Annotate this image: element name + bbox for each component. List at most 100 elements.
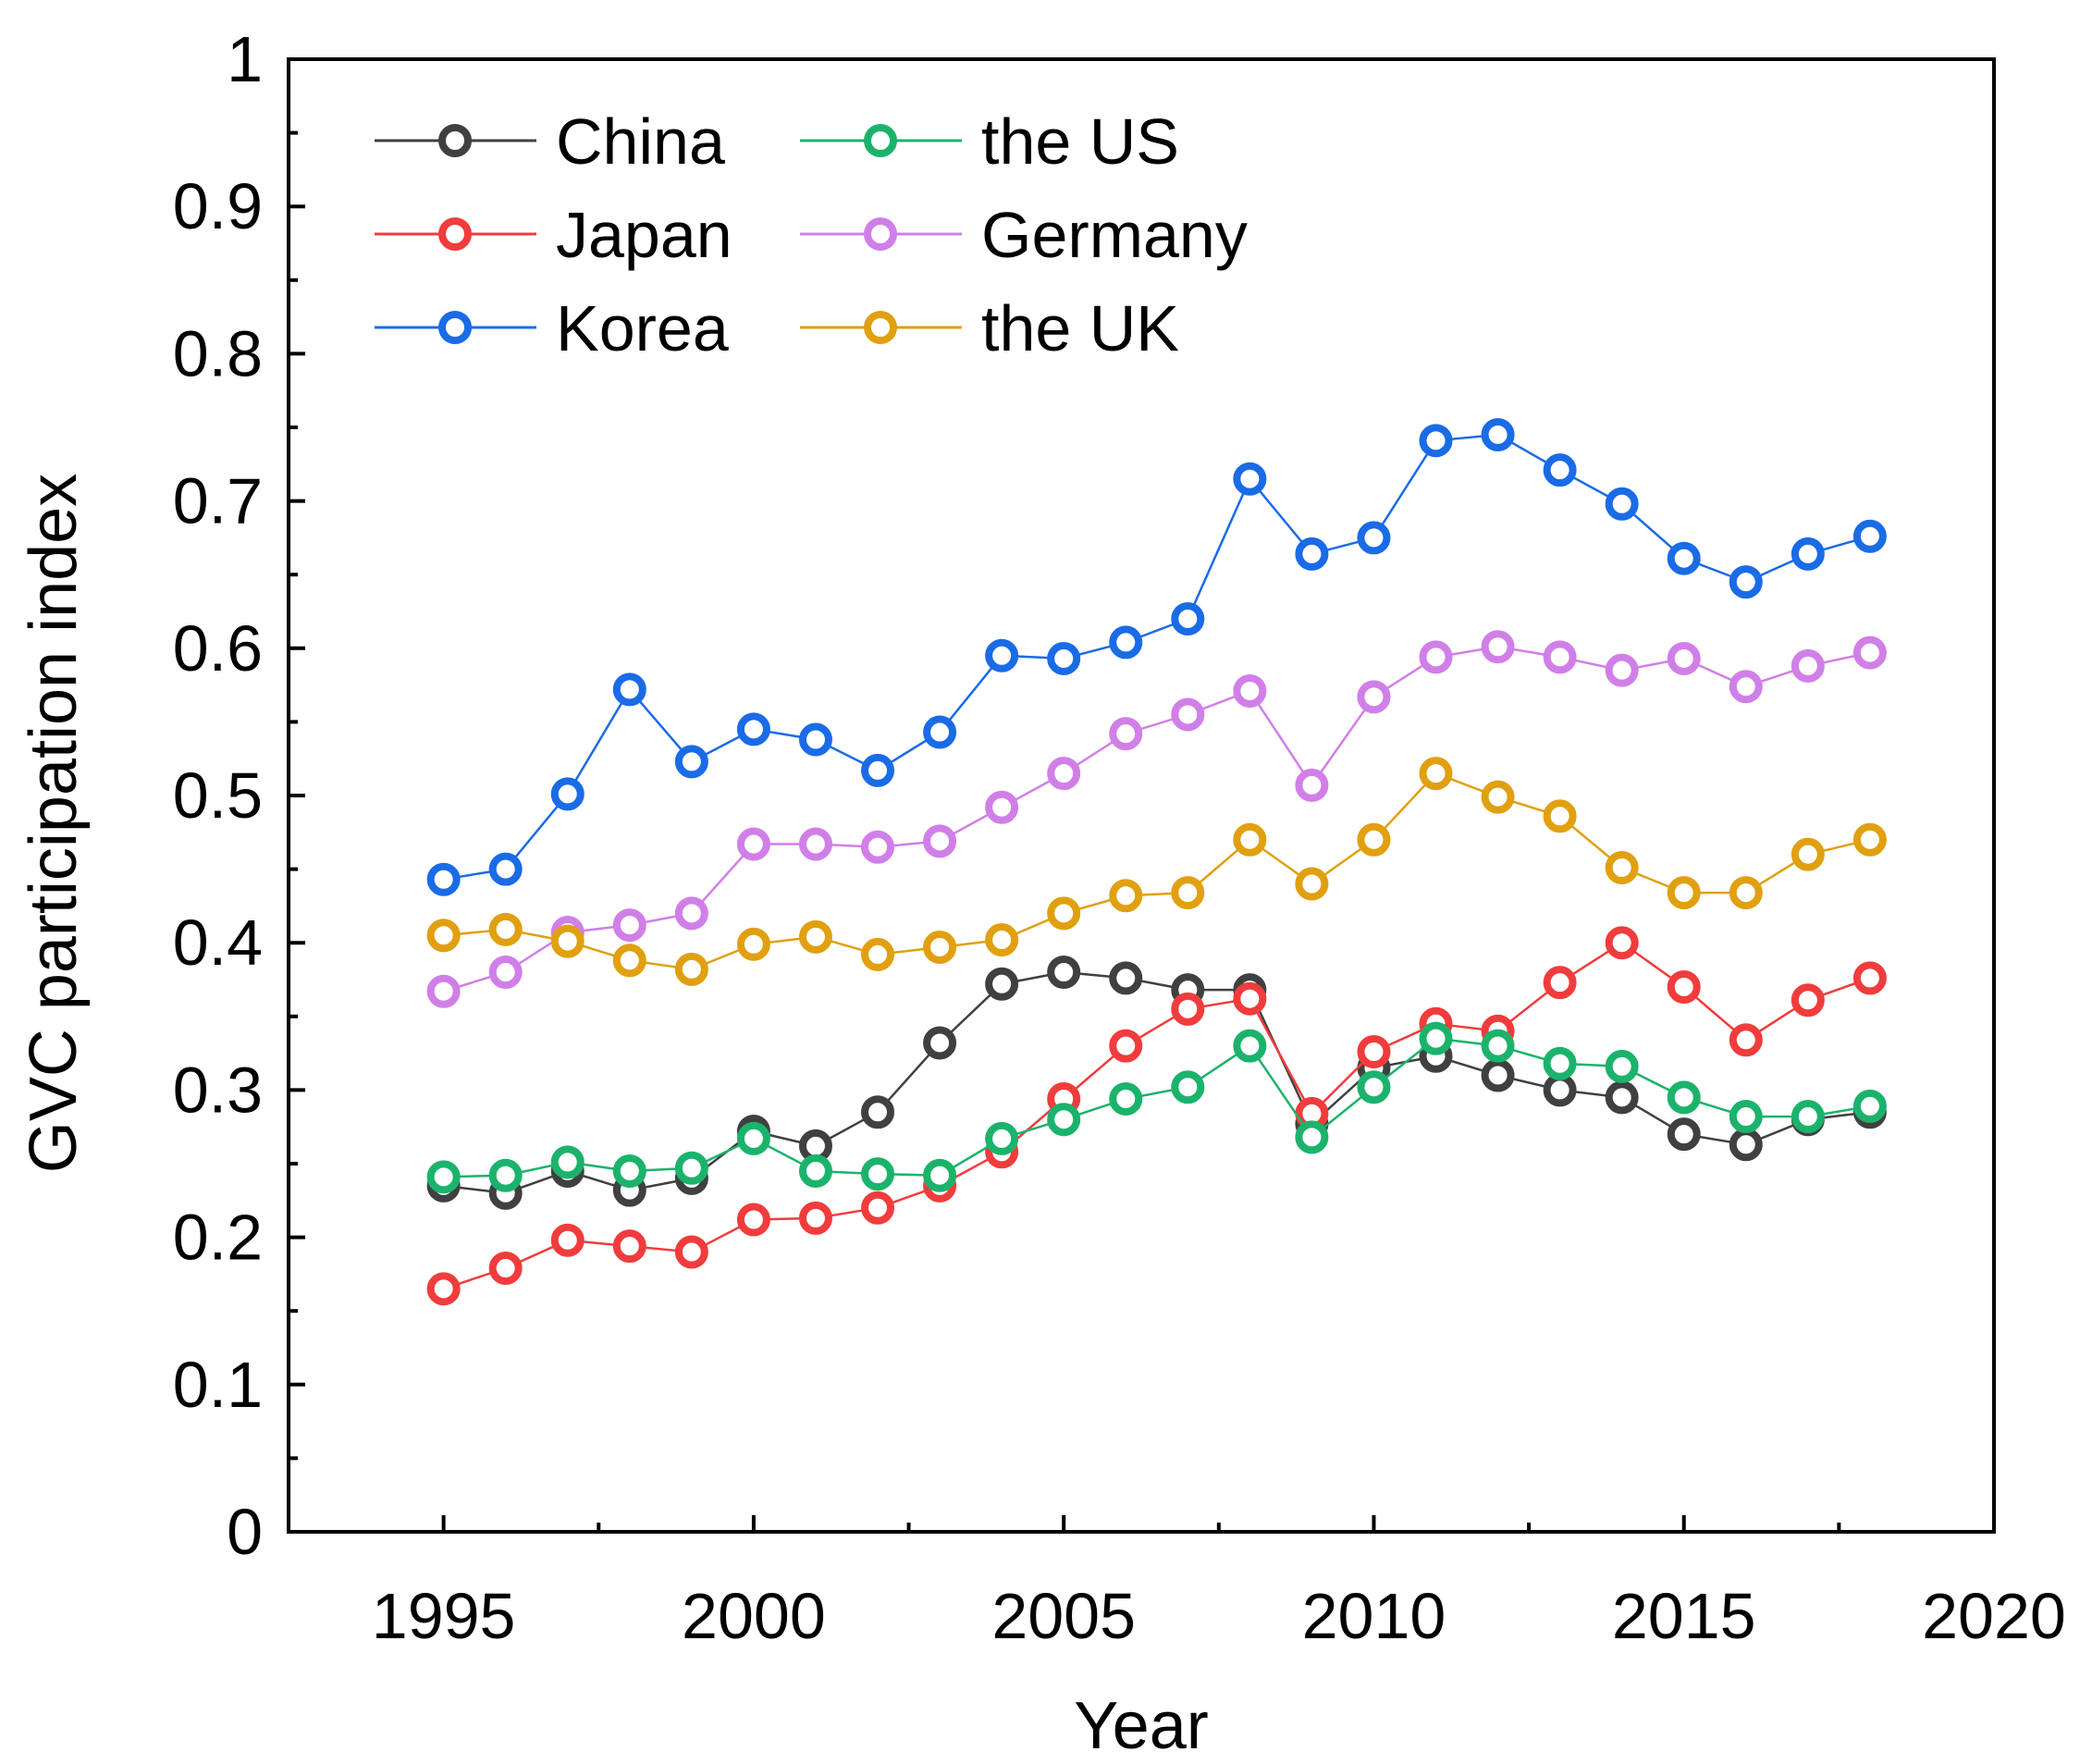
data-point — [1605, 487, 1639, 521]
data-point — [861, 937, 895, 971]
data-point — [1667, 1080, 1701, 1115]
data-point — [1171, 1070, 1205, 1104]
data-point — [923, 824, 957, 858]
y-tick-label: 0.6 — [173, 612, 263, 685]
data-point — [861, 1190, 895, 1225]
y-tick-label: 0.2 — [173, 1202, 263, 1274]
data-point — [612, 908, 646, 943]
data-point — [1109, 961, 1143, 995]
legend-label: the UK — [981, 292, 1179, 364]
data-point — [861, 753, 895, 787]
data-point — [1357, 680, 1391, 714]
data-point — [923, 715, 957, 749]
data-point — [736, 927, 770, 961]
data-point — [985, 638, 1019, 672]
data-point — [1481, 1058, 1515, 1092]
data-point — [736, 1203, 770, 1237]
data-point — [1233, 981, 1267, 1016]
data-point — [1481, 780, 1515, 814]
data-point — [674, 745, 708, 779]
data-point — [1605, 653, 1639, 687]
data-point — [923, 1026, 957, 1060]
data-point — [1543, 1046, 1577, 1080]
data-point — [1729, 565, 1763, 599]
data-point — [426, 862, 461, 896]
data-point — [1047, 641, 1081, 675]
data-point — [1481, 630, 1515, 664]
data-point — [1233, 462, 1267, 496]
legend: China Japan Korea the US Germany the UK — [375, 105, 1248, 364]
data-point — [426, 974, 461, 1008]
data-point — [1543, 1073, 1577, 1107]
legend-item: Korea — [375, 292, 729, 364]
data-point — [1791, 648, 1825, 683]
y-tick-label: 0.3 — [173, 1054, 263, 1126]
data-point — [1233, 1029, 1267, 1063]
data-point — [1791, 983, 1825, 1018]
data-point — [1047, 956, 1081, 990]
y-tick-label: 0.5 — [173, 759, 263, 832]
data-point — [798, 1201, 832, 1235]
data-point — [1357, 1035, 1391, 1069]
data-point — [798, 722, 832, 757]
data-point — [1667, 541, 1701, 575]
legend-label: the US — [981, 105, 1179, 178]
data-point — [1791, 537, 1825, 571]
data-point — [985, 967, 1019, 1001]
data-point — [1543, 640, 1577, 674]
data-point — [1852, 519, 1887, 553]
data-point — [861, 1157, 895, 1191]
data-point — [1047, 896, 1081, 931]
data-point — [1233, 822, 1267, 857]
x-tick-label: 2005 — [991, 1580, 1136, 1652]
data-point — [1791, 1100, 1825, 1134]
y-tick-label: 0.4 — [173, 907, 263, 979]
data-point — [1791, 837, 1825, 871]
data-point — [1605, 851, 1639, 885]
data-point — [985, 923, 1019, 957]
data-point — [1233, 673, 1267, 708]
legend-item: the US — [800, 105, 1179, 178]
legend-label: Korea — [556, 292, 729, 364]
data-point — [550, 1145, 585, 1179]
y-axis-title: GVC participation index — [17, 474, 91, 1173]
ticks-layer: 0 0.1 0.2 0.3 0.4 0.5 0.6 0.7 0.8 0.9 1 1995 2000 200… — [173, 23, 2066, 1652]
data-point — [1481, 417, 1515, 451]
data-point — [1109, 1029, 1143, 1063]
data-point — [923, 930, 957, 964]
data-point — [798, 827, 832, 861]
data-point — [674, 1151, 708, 1185]
data-point — [1109, 625, 1143, 660]
data-point — [1295, 867, 1329, 901]
data-point — [1419, 640, 1453, 674]
legend-item: China — [375, 105, 725, 178]
data-point — [1357, 1070, 1391, 1104]
data-point — [1543, 453, 1577, 487]
data-point — [1109, 717, 1143, 751]
x-axis-title: Year — [1074, 1689, 1208, 1763]
data-point — [1729, 670, 1763, 704]
legend-marker — [864, 124, 897, 157]
series-layer — [426, 417, 1887, 1306]
data-point — [1729, 876, 1763, 910]
data-point — [550, 777, 585, 811]
legend-item: Germany — [800, 199, 1248, 271]
y-tick-label: 0.8 — [173, 317, 263, 389]
data-point — [1357, 822, 1391, 857]
data-point — [674, 952, 708, 986]
data-point — [1047, 757, 1081, 791]
series-korea — [426, 417, 1887, 896]
data-point — [1543, 799, 1577, 833]
data-point — [1419, 1021, 1453, 1055]
data-point — [1729, 1128, 1763, 1162]
legend-item: Japan — [375, 199, 732, 271]
data-point — [1543, 966, 1577, 1000]
legend-marker — [864, 311, 897, 344]
data-point — [488, 912, 523, 946]
data-point — [1667, 641, 1701, 675]
data-point — [674, 896, 708, 931]
data-point — [985, 1121, 1019, 1155]
series-germany — [426, 630, 1887, 1008]
data-point — [1047, 1103, 1081, 1137]
